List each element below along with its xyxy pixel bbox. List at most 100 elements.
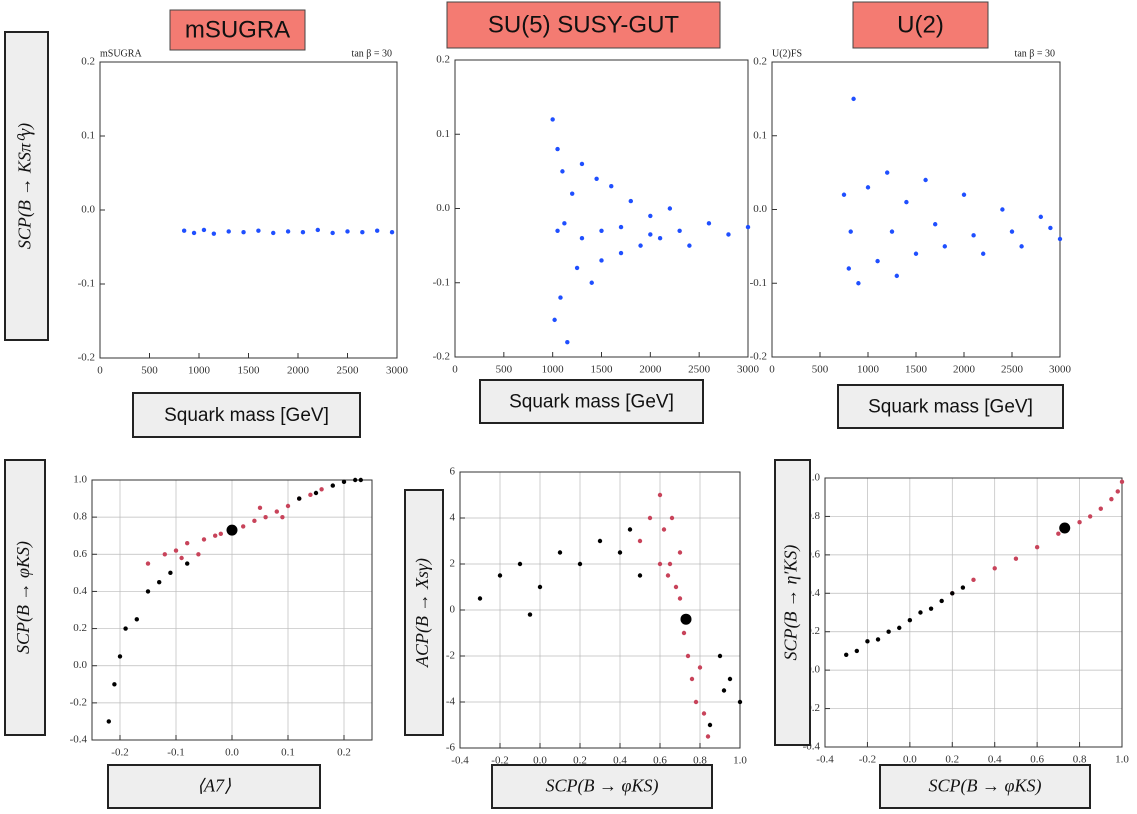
scatter-point — [637, 573, 643, 578]
scatter-point — [117, 654, 123, 659]
scatter-point — [617, 550, 623, 555]
y-tick-label: -0.2 — [70, 696, 87, 708]
x-tick-label: 3000 — [1049, 364, 1072, 376]
scatter-point — [557, 550, 563, 555]
y-tick-label: 6 — [450, 466, 456, 478]
scatter-point — [745, 224, 751, 230]
scatter-point — [667, 561, 673, 567]
x-tick-label: 500 — [812, 364, 829, 376]
x-tick-label: 3000 — [737, 364, 760, 376]
scatter-point — [727, 676, 733, 682]
x-tick-label: 3000 — [386, 365, 409, 377]
scatter-point — [181, 228, 187, 233]
scatter-point — [550, 117, 555, 122]
scatter-point — [669, 515, 675, 521]
scatter-point — [599, 228, 604, 233]
y-tick-label: -0.4 — [70, 734, 88, 746]
scatter-point — [191, 230, 197, 236]
y-label-box — [4, 459, 46, 736]
y-tick-label: 0.2 — [753, 56, 767, 68]
plot-frame — [771, 61, 1061, 358]
x-tick-label: 1000 — [188, 365, 211, 377]
scatter-point — [923, 177, 928, 183]
y-tick-label: -6 — [446, 742, 456, 754]
scatter-point — [707, 722, 713, 728]
scatter-point — [693, 699, 699, 705]
y-axis-label: SCP(B → φKS) — [13, 541, 34, 654]
scatter-point — [971, 577, 976, 583]
scatter-point — [179, 555, 184, 561]
scatter-point — [844, 652, 849, 657]
x-axis-label: Squark mass [GeV] — [164, 405, 329, 426]
scatter-point — [939, 598, 944, 604]
y-tick-label: 4 — [450, 512, 456, 524]
scatter-point — [875, 637, 881, 642]
y-tick-label: -0.2 — [78, 352, 95, 364]
x-tick-label: -0.4 — [816, 754, 834, 766]
x-tick-label: 2000 — [953, 364, 976, 376]
scatter-point — [271, 230, 276, 236]
y-label-box — [4, 31, 49, 341]
x-tick-label: 2000 — [287, 365, 310, 377]
scatter-point — [597, 538, 603, 544]
scatter-point — [1009, 229, 1015, 234]
scatter-point — [594, 176, 599, 181]
x-tick-label: 0.2 — [945, 754, 959, 766]
title-box — [169, 9, 306, 51]
x-tick-label: 0 — [769, 364, 775, 376]
x-axis-label: SCP(B → φKS) — [929, 776, 1042, 797]
reference-point — [680, 613, 692, 625]
scatter-point — [897, 625, 902, 631]
scatter-point — [562, 221, 567, 226]
scatter-point — [313, 490, 319, 496]
scatter-point — [185, 561, 190, 566]
scatter-point — [721, 688, 727, 693]
scatter-point — [618, 250, 624, 256]
scatter-point — [375, 228, 380, 233]
scatter-point — [285, 229, 291, 234]
y-label-box — [774, 459, 811, 746]
scatter-point — [889, 229, 895, 234]
x-axis-label: Squark mass [GeV] — [509, 392, 674, 413]
x-tick-label: 0.6 — [1030, 754, 1044, 766]
x-tick-label: -0.2 — [491, 755, 508, 767]
x-tick-label: 1.0 — [1115, 754, 1129, 766]
scatter-point — [865, 639, 870, 644]
scatter-point — [665, 573, 671, 578]
scatter-point — [319, 487, 324, 492]
scatter-point — [942, 244, 947, 249]
x-tick-label: 0.2 — [573, 755, 587, 767]
scatter-point — [726, 232, 731, 237]
scatter-point — [981, 251, 986, 256]
scatter-point — [201, 227, 207, 233]
scatter-point — [218, 531, 223, 537]
scatter-point — [697, 665, 703, 670]
annotation: tan β = 30 — [1015, 48, 1055, 59]
scatter-point — [717, 653, 723, 659]
scatter-point — [196, 552, 201, 557]
scatter-point — [574, 265, 580, 271]
scatter-point — [201, 537, 207, 542]
x-label-box — [132, 392, 361, 438]
scatter-point — [226, 229, 231, 234]
scatter-point — [477, 596, 483, 601]
scatter-point — [960, 585, 966, 590]
y-tick-label: -0.1 — [433, 276, 450, 288]
scatter-point — [689, 676, 695, 682]
y-tick-label: -0.2 — [433, 351, 450, 363]
scatter-point — [848, 229, 853, 234]
scatter-point — [638, 243, 643, 248]
y-tick-label: 0.1 — [436, 128, 450, 140]
y-tick-label: 0.0 — [436, 202, 450, 214]
scatter-point — [527, 612, 533, 617]
scatter-point — [1109, 496, 1114, 502]
scatter-point — [145, 561, 151, 566]
scatter-point — [241, 230, 246, 235]
x-tick-label: -0.2 — [859, 754, 876, 766]
x-tick-label: 0.0 — [903, 754, 917, 766]
scatter-point — [1057, 236, 1063, 242]
plot-frame — [824, 477, 1123, 748]
scatter-point — [330, 230, 335, 236]
scatter-point — [330, 483, 335, 488]
